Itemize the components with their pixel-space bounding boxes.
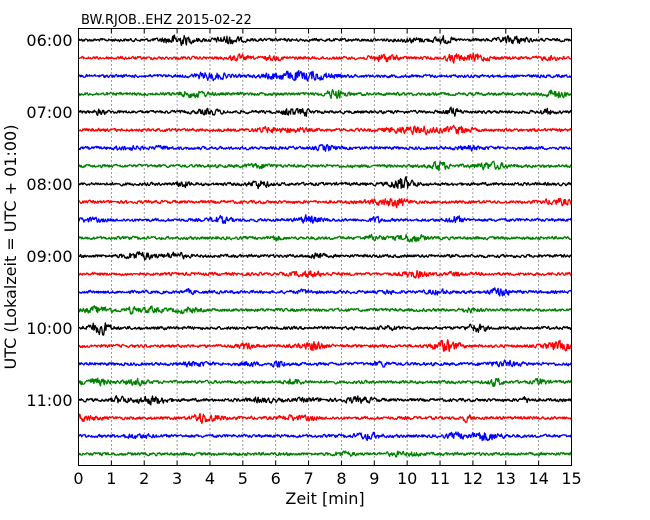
trace-0945 xyxy=(77,305,572,315)
trace-0815 xyxy=(78,197,573,209)
trace-0830 xyxy=(78,214,572,225)
x-tick-label: 12 xyxy=(463,469,483,488)
y-tick-label: 10:00 xyxy=(26,319,72,338)
trace-1115 xyxy=(77,412,573,425)
trace-0600 xyxy=(77,34,573,47)
trace-0730 xyxy=(77,143,572,152)
trace-group xyxy=(77,34,573,458)
y-axis-label: UTC (Lokalzeit = UTC + 01:00) xyxy=(1,125,20,370)
trace-0715 xyxy=(78,124,573,136)
x-tick-label: 11 xyxy=(430,469,450,488)
trace-1145 xyxy=(77,450,573,458)
y-axis: 06:00 07:00 08:00 09:00 10:00 11:00 xyxy=(26,31,572,410)
y-tick-label: 11:00 xyxy=(26,391,72,410)
x-axis: 0 1 2 3 4 5 6 7 8 9 10 11 12 13 14 15 xyxy=(73,28,582,488)
x-tick-label: 8 xyxy=(336,469,346,488)
x-tick-label: 1 xyxy=(106,469,116,488)
trace-0615 xyxy=(78,52,572,64)
y-tick-label: 09:00 xyxy=(26,247,72,266)
trace-1000 xyxy=(78,322,573,336)
x-tick-label: 10 xyxy=(397,469,417,488)
x-tick-label: 7 xyxy=(303,469,313,488)
x-tick-label: 5 xyxy=(238,469,248,488)
trace-1015 xyxy=(78,339,572,353)
x-tick-label: 6 xyxy=(271,469,281,488)
x-tick-label: 9 xyxy=(369,469,379,488)
y-tick-label: 08:00 xyxy=(26,175,72,194)
x-tick-label: 0 xyxy=(73,469,83,488)
chart-title: BW.RJOB..EHZ 2015-02-22 xyxy=(81,13,252,28)
trace-1045 xyxy=(77,377,573,388)
trace-1130 xyxy=(77,431,573,442)
trace-0630 xyxy=(77,69,572,82)
x-grid xyxy=(110,28,540,466)
trace-0745 xyxy=(78,160,572,172)
plot-frame xyxy=(78,28,572,466)
trace-0845 xyxy=(78,233,572,243)
x-tick-label: 4 xyxy=(205,469,215,488)
x-tick-label: 13 xyxy=(496,469,516,488)
trace-1030 xyxy=(78,359,572,368)
trace-0915 xyxy=(78,269,573,279)
trace-0700 xyxy=(77,106,573,117)
x-tick-label: 2 xyxy=(139,469,149,488)
y-tick-label: 06:00 xyxy=(26,31,72,50)
x-axis-label: Zeit [min] xyxy=(285,489,364,508)
trace-0645 xyxy=(78,89,573,100)
trace-0930 xyxy=(77,287,573,297)
x-tick-label: 14 xyxy=(528,469,548,488)
trace-1100 xyxy=(78,395,573,406)
trace-0800 xyxy=(77,176,573,190)
trace-0900 xyxy=(77,251,572,261)
x-tick-label: 3 xyxy=(172,469,182,488)
y-tick-label: 07:00 xyxy=(26,103,72,122)
x-tick-label: 15 xyxy=(561,469,581,488)
